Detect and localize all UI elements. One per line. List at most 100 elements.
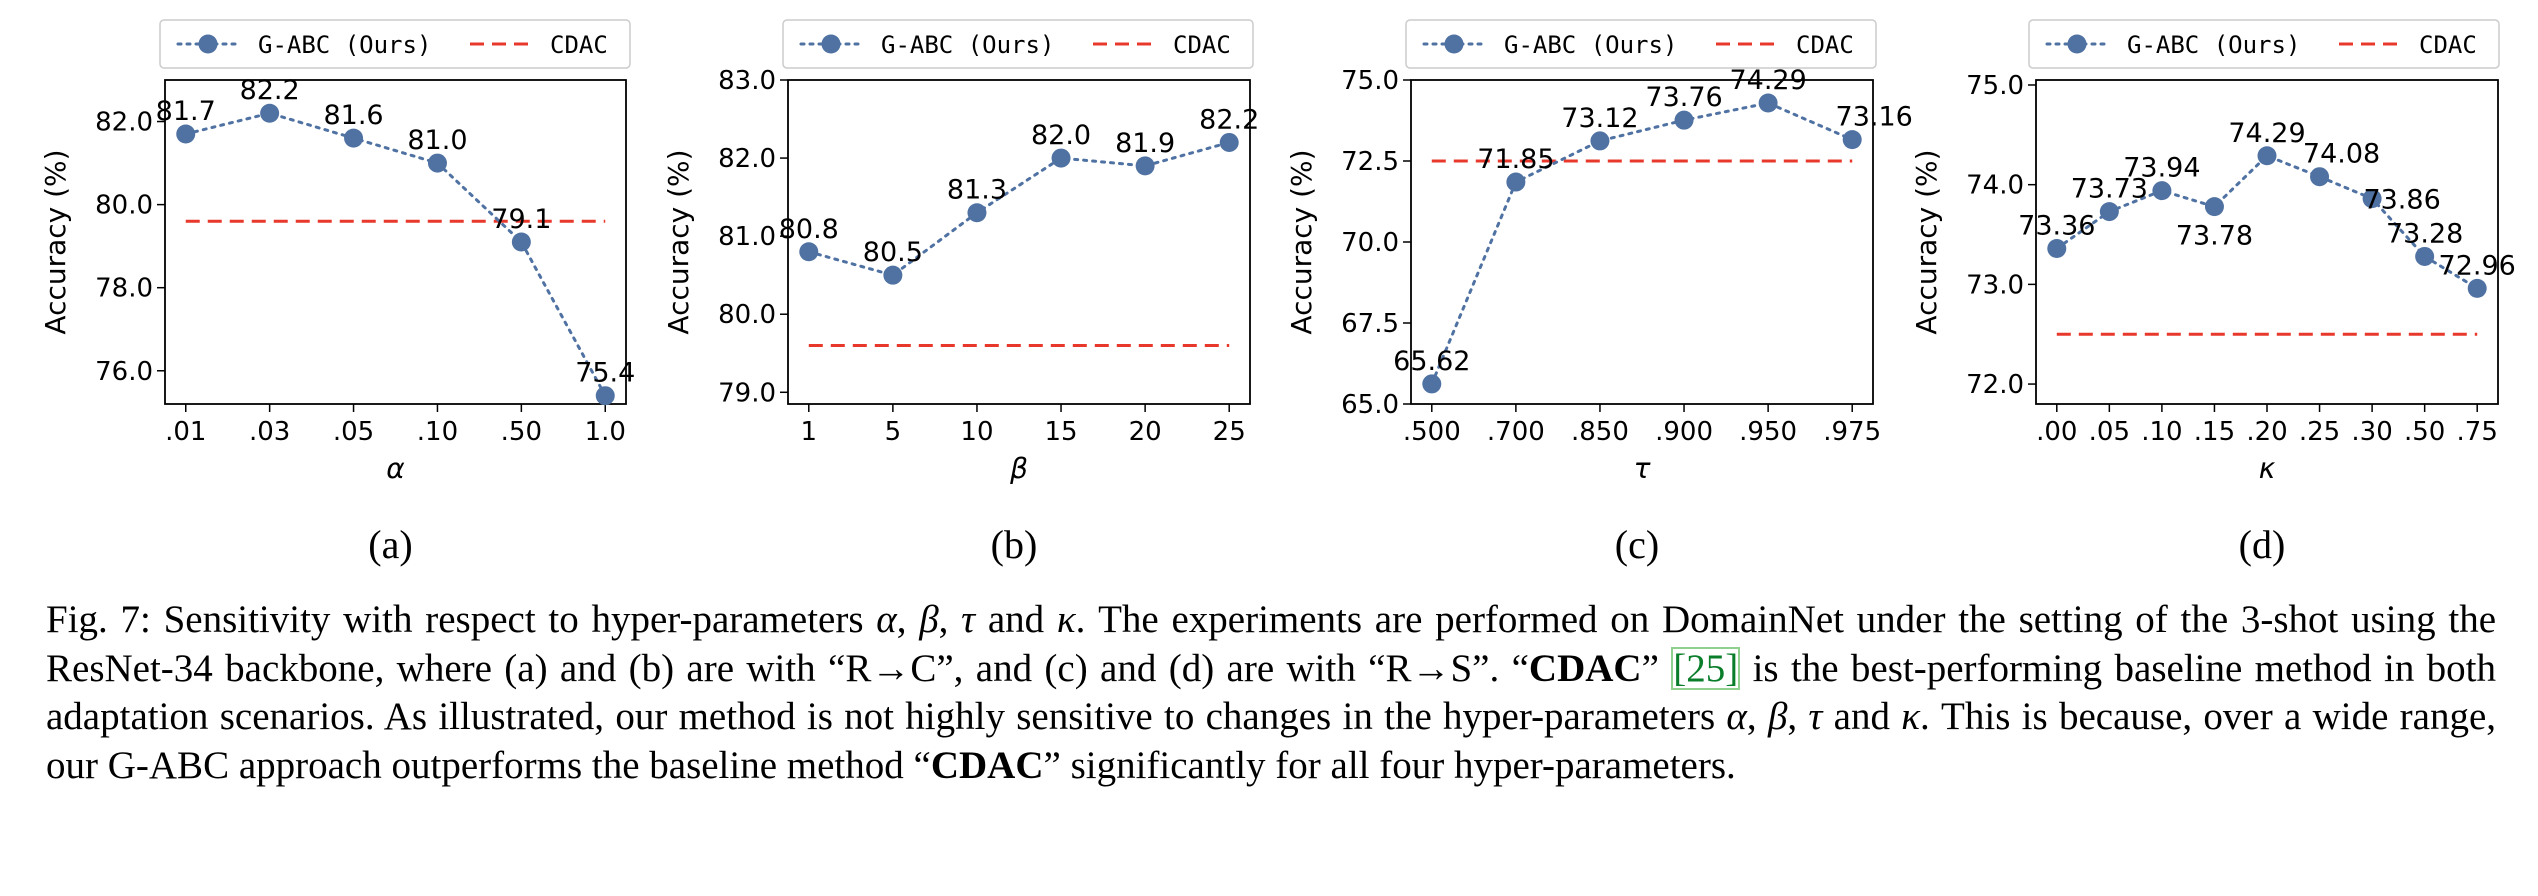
x-tick-label: .30 (2351, 417, 2392, 447)
legend-cdac-label: CDAC (2419, 31, 2477, 59)
legend-cdac-label: CDAC (1796, 31, 1854, 59)
x-tick-label: 1.0 (585, 417, 626, 447)
legend-gabc-label: G-ABC (Ours) (881, 31, 1054, 59)
chart-panel-a: 76.0 78.0 80.0 82.0 .01 .03 .05 .10 .50 1.0 α Accur… (39, 19, 635, 567)
gabc-series-line (184, 111, 607, 398)
gabc-data-point (511, 232, 531, 252)
x-tick-label: 25 (1213, 417, 1246, 447)
gabc-data-point (1758, 93, 1778, 113)
plot-frame (1410, 79, 1874, 405)
y-tick-label: 80.0 (718, 300, 776, 330)
x-axis-label: κ (2259, 452, 2276, 485)
data-label: 81.6 (323, 100, 383, 131)
data-label: 65.62 (1393, 346, 1470, 377)
y-tick-label: 75.0 (1341, 66, 1399, 96)
data-label: 74.29 (2228, 118, 2305, 149)
gabc-data-point (2257, 146, 2277, 166)
gabc-data-point (1674, 110, 1694, 130)
x-tick-label: .50 (2404, 417, 2445, 447)
plot-frame (164, 79, 627, 405)
x-tick-label: .10 (2141, 417, 2182, 447)
gabc-data-point (1051, 148, 1071, 168)
plot-frame (787, 79, 1251, 405)
gabc-data-point (2415, 246, 2435, 266)
y-tick-label: 75.0 (1966, 71, 2024, 101)
x-tick-label: .50 (501, 417, 542, 447)
legend-cdac-label: CDAC (550, 31, 608, 59)
y-tick-label: 72.0 (1966, 370, 2024, 400)
x-tick-label: .25 (2299, 417, 2340, 447)
y-tick-label: 80.0 (95, 191, 153, 221)
gabc-data-point (176, 124, 196, 144)
gabc-data-point (799, 242, 819, 262)
x-axis-label: α (386, 452, 405, 485)
x-tick-label: .10 (417, 417, 458, 447)
gabc-data-point (883, 265, 903, 285)
panel-label: (d) (2239, 522, 2286, 567)
x-tick-label: .500 (1403, 417, 1461, 447)
x-tick-label: 15 (1044, 417, 1077, 447)
gabc-data-point (2099, 202, 2119, 222)
gabc-data-point (1135, 156, 1155, 176)
legend-box (1405, 19, 1877, 69)
sensitivity-figure: 76.0 78.0 80.0 82.0 .01 .03 .05 .10 .50 1.0 α Accur… (39, 19, 2516, 567)
x-tick-label: 1 (801, 417, 818, 447)
data-label: 73.94 (2123, 153, 2200, 184)
y-axis-label: Accuracy (%) (662, 149, 695, 334)
gabc-data-point (2047, 238, 2067, 258)
y-axis-label: Accuracy (%) (1910, 149, 1943, 334)
gabc-data-point (1219, 132, 1239, 152)
legend-gabc-label: G-ABC (Ours) (1504, 31, 1677, 59)
legend-gabc-label: G-ABC (Ours) (258, 31, 431, 59)
x-tick-label: .03 (249, 417, 290, 447)
y-tick-label: 73.0 (1966, 270, 2024, 300)
x-tick-label: .05 (333, 417, 374, 447)
data-label: 73.76 (1645, 82, 1722, 113)
data-label: 81.0 (407, 125, 467, 156)
chart-panel-c: 65.0 67.5 70.0 72.5 75.0 .500 .700 .850 .900 .950… (1285, 19, 1913, 567)
y-tick-label: 78.0 (95, 274, 153, 304)
gabc-data-point (2152, 181, 2172, 201)
legend-cdac-label: CDAC (1173, 31, 1231, 59)
citation-link[interactable]: [25] (1671, 646, 1741, 690)
x-tick-label: .850 (1571, 417, 1629, 447)
y-tick-label: 70.0 (1341, 228, 1399, 258)
caption-cdac: CDAC (1528, 646, 1642, 690)
data-label: 73.36 (2018, 210, 2095, 241)
x-tick-label: .975 (1823, 417, 1881, 447)
y-tick-label: 81.0 (718, 222, 776, 252)
gabc-data-point (1506, 172, 1526, 192)
caption-fig-number: Fig. 7: (46, 598, 151, 641)
x-tick-label: .05 (2089, 417, 2130, 447)
gabc-data-point (1422, 374, 1442, 394)
data-label: 74.08 (2303, 139, 2380, 170)
gabc-data-point (1590, 131, 1610, 151)
panel-label: (a) (368, 522, 412, 567)
gabc-data-point (2204, 197, 2224, 217)
x-tick-label: .20 (2246, 417, 2287, 447)
legend-gabc-marker (198, 34, 218, 54)
data-label: 80.8 (779, 214, 839, 245)
legend-box (2028, 19, 2500, 69)
x-axis-label: β (1009, 452, 1028, 485)
data-label: 75.4 (575, 358, 635, 389)
legend-gabc-label: G-ABC (Ours) (2127, 31, 2300, 59)
panel-label: (c) (1615, 522, 1659, 567)
data-label: 81.7 (156, 96, 216, 127)
panel-label: (b) (991, 522, 1038, 567)
y-tick-label: 72.5 (1341, 147, 1399, 177)
y-tick-label: 76.0 (95, 357, 153, 387)
data-label: 71.85 (1477, 144, 1554, 175)
x-tick-label: .700 (1487, 417, 1545, 447)
gabc-series-line (807, 140, 1231, 277)
data-label: 73.78 (2176, 221, 2253, 252)
legend-gabc-marker (2067, 34, 2087, 54)
chart-panel-b: 79.080.081.082.083.01 5 10 15 20 25βAccuracy … (662, 19, 1259, 567)
data-label: 81.3 (947, 175, 1007, 206)
x-tick-label: .00 (2036, 417, 2077, 447)
data-label: 82.0 (1031, 120, 1091, 151)
gabc-data-point (2310, 167, 2330, 187)
legend: G-ABC (Ours) CDAC (159, 19, 631, 69)
gabc-series-line (1430, 101, 1854, 386)
x-tick-label: 20 (1129, 417, 1162, 447)
